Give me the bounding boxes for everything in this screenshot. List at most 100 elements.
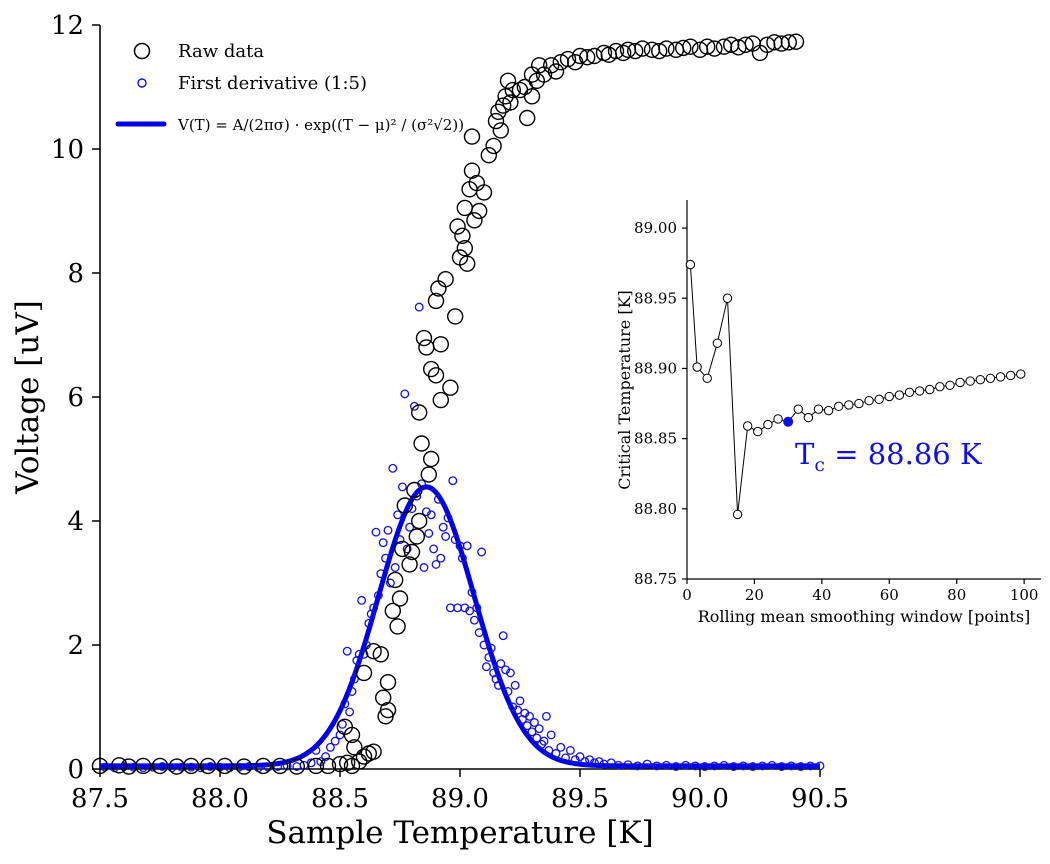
inset-series-point [722, 293, 733, 303]
derivative-point [503, 687, 513, 696]
inset-series-point [884, 391, 894, 402]
raw-data-point [271, 757, 289, 775]
raw-data-point [627, 42, 644, 60]
raw-data-point [490, 103, 507, 121]
derivative-point [412, 491, 422, 501]
raw-data-point [706, 40, 723, 57]
inset-series-point [844, 400, 854, 410]
derivative-point [325, 742, 335, 752]
inset-y-tick-label: 88.80 [634, 500, 677, 518]
inset-y-axis-label: Critical Temperature [K] [615, 290, 634, 490]
raw-data-point [339, 754, 356, 771]
inset-series-point [692, 362, 702, 372]
main-y-tick-label: 0 [67, 755, 84, 785]
derivative-point [777, 762, 787, 771]
raw-data-point [346, 739, 363, 756]
raw-data-point [307, 757, 325, 775]
inset-series-point [864, 396, 874, 406]
derivative-point [157, 762, 167, 771]
raw-data-point [110, 757, 128, 774]
derivative-point [748, 762, 758, 771]
derivative-point [556, 742, 566, 752]
derivative-point [340, 699, 350, 709]
derivative-point [534, 724, 544, 734]
raw-data-points-layer [91, 33, 805, 775]
raw-data-point [365, 643, 382, 660]
raw-data-point [396, 497, 413, 514]
raw-data-point [413, 435, 430, 452]
derivative-point [402, 544, 412, 554]
derivative-point [244, 762, 254, 771]
inset-x-tick-label: 40 [812, 586, 831, 604]
derivative-point [311, 745, 321, 755]
inset-series-point [874, 394, 884, 405]
derivative-point [371, 527, 381, 537]
derivative-point [474, 628, 484, 638]
derivative-point [400, 389, 410, 399]
raw-data-point [463, 128, 481, 145]
derivative-point [364, 618, 374, 628]
derivative-point [486, 643, 496, 653]
derivative-point [767, 760, 777, 770]
derivative-point [436, 553, 446, 563]
raw-data-point [423, 450, 440, 468]
raw-data-point [379, 701, 397, 719]
derivative-point [388, 463, 398, 473]
inset-series-point [925, 384, 935, 395]
raw-data-point [559, 50, 577, 68]
derivative-point [354, 649, 364, 659]
derivative-point [359, 649, 369, 659]
raw-data-point [343, 726, 361, 744]
derivative-point [321, 752, 331, 762]
raw-data-point [411, 404, 428, 421]
inset-series-point [1005, 370, 1016, 381]
derivative-point [186, 762, 196, 772]
inset-series-point [975, 374, 986, 385]
raw-data-point [387, 571, 404, 589]
raw-data-point [466, 212, 483, 229]
inset-series-point [742, 421, 753, 431]
raw-data-point [403, 543, 421, 561]
raw-data-point [456, 199, 473, 217]
derivative-point [448, 476, 458, 486]
raw-data-point [531, 57, 548, 74]
derivative-point [539, 736, 549, 746]
inset-series-point [945, 380, 955, 390]
raw-data-point [495, 97, 512, 114]
raw-data-point [634, 40, 651, 57]
legend-label-fit: V(T) = A/(2πσ) · exp((T − μ)² / (σ²√2)) [177, 116, 464, 134]
derivative-point [546, 730, 556, 740]
main-y-axis-label: Voltage [uV] [10, 300, 46, 495]
fit-curve [99, 484, 821, 769]
inset-x-ticks: 0 20 40 60 80 100 [682, 579, 1038, 604]
derivative-point [445, 603, 455, 613]
raw-data-point [485, 137, 502, 155]
inset-series-point [813, 404, 824, 414]
raw-data-point [235, 758, 253, 775]
main-y-tick-label: 2 [67, 631, 84, 661]
raw-data-point [319, 757, 337, 775]
derivative-point [477, 547, 487, 557]
raw-data-point [442, 379, 459, 396]
derivative-point [729, 762, 739, 771]
raw-data-point [675, 39, 692, 57]
inset-series-point [702, 373, 712, 383]
legend: Raw data First derivative (1:5) V(T) = A… [115, 41, 464, 134]
raw-data-point [658, 40, 675, 57]
inset-series-point [935, 381, 945, 392]
inset-series-layer [685, 259, 1026, 520]
main-y-ticks: 0 2 4 6 8 10 12 [51, 11, 100, 785]
derivative-point [532, 733, 542, 743]
raw-data-point [492, 122, 509, 139]
derivative-point [815, 761, 825, 771]
derivative-point [405, 522, 415, 532]
inset-series-point [965, 376, 975, 386]
derivative-point [786, 761, 796, 771]
raw-data-point [391, 590, 409, 607]
derivative-point [390, 563, 400, 572]
inset-y-tick-label: 88.90 [634, 359, 677, 377]
raw-data-point [437, 271, 454, 288]
derivative-point [342, 646, 352, 656]
derivative-point [337, 719, 347, 729]
main-y-tick-label: 12 [51, 11, 84, 41]
